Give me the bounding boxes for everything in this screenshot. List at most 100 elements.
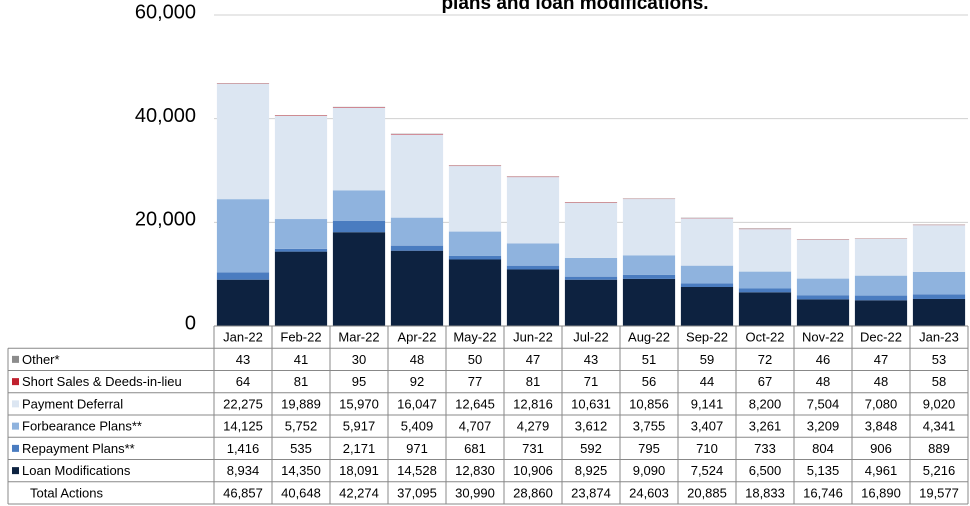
table-value: 7,080 xyxy=(865,396,898,411)
bar-segment xyxy=(216,83,270,200)
table-value: 5,216 xyxy=(923,463,956,478)
bar-segment xyxy=(854,300,908,326)
bar-segment xyxy=(796,299,850,326)
table-value: 44 xyxy=(700,374,714,389)
bar-segment xyxy=(622,274,676,279)
bar-segment xyxy=(680,283,734,288)
y-tick-label: 0 xyxy=(185,312,196,334)
bar-segment xyxy=(738,229,792,272)
table-total: 24,603 xyxy=(629,485,669,500)
bar-segment xyxy=(390,245,444,251)
table-value: 535 xyxy=(290,441,312,456)
table-value: 46 xyxy=(816,352,830,367)
bar-segment xyxy=(622,255,676,275)
table-total: 16,890 xyxy=(861,485,901,500)
x-tick-label: Jan-22 xyxy=(223,330,263,345)
table-value: 48 xyxy=(410,352,424,367)
table-value: 14,350 xyxy=(281,463,321,478)
table-value: 804 xyxy=(812,441,834,456)
table-value: 71 xyxy=(584,374,598,389)
bar-segment xyxy=(448,259,502,326)
bar-segment xyxy=(796,239,850,279)
legend-label: Forbearance Plans** xyxy=(22,419,142,434)
bar-segment xyxy=(390,134,444,218)
bar-segment xyxy=(274,248,328,252)
table-value: 3,848 xyxy=(865,419,898,434)
bar-segment xyxy=(912,225,966,272)
table-value: 5,917 xyxy=(343,419,376,434)
table-value: 733 xyxy=(754,441,776,456)
legend-swatch xyxy=(12,355,19,363)
bar-segment xyxy=(854,238,908,276)
table-value: 64 xyxy=(236,374,250,389)
legend-swatch xyxy=(12,378,19,386)
table-value: 971 xyxy=(406,441,428,456)
table-value: 8,200 xyxy=(749,396,782,411)
table-value: 10,631 xyxy=(571,396,611,411)
bar-segment xyxy=(796,295,850,300)
table-total: 37,095 xyxy=(397,485,437,500)
table-value: 9,090 xyxy=(633,463,666,478)
y-tick-label: 20,000 xyxy=(135,209,196,231)
x-tick-label: Mar-22 xyxy=(338,330,379,345)
table-value: 5,135 xyxy=(807,463,840,478)
bar-segment xyxy=(332,107,386,191)
table-value: 56 xyxy=(642,374,656,389)
table-value: 906 xyxy=(870,441,892,456)
legend-label: Loan Modifications xyxy=(22,463,131,478)
bar-segment xyxy=(274,219,328,249)
table-value: 2,171 xyxy=(343,441,376,456)
table-value: 4,279 xyxy=(517,419,550,434)
table-value: 43 xyxy=(236,352,250,367)
bar-segment xyxy=(680,265,734,284)
table-value: 18,091 xyxy=(339,463,379,478)
table-value: 4,341 xyxy=(923,419,956,434)
legend-swatch xyxy=(12,400,19,408)
bar-segment xyxy=(216,199,270,273)
x-tick-label: Jan-23 xyxy=(919,330,959,345)
table-value: 41 xyxy=(294,352,308,367)
table-value: 14,528 xyxy=(397,463,437,478)
bar-segment xyxy=(332,190,386,221)
bar-segment xyxy=(564,279,618,326)
bar-segment xyxy=(390,250,444,326)
table-value: 10,856 xyxy=(629,396,669,411)
table-value: 72 xyxy=(758,352,772,367)
table-total: 30,990 xyxy=(455,485,495,500)
bar-segment xyxy=(912,271,966,295)
table-value: 3,261 xyxy=(749,419,782,434)
table-value: 592 xyxy=(580,441,602,456)
bar-segment xyxy=(448,255,502,260)
table-value: 6,500 xyxy=(749,463,782,478)
table-total: 16,746 xyxy=(803,485,843,500)
bar-segment xyxy=(622,278,676,326)
table-value: 3,755 xyxy=(633,419,666,434)
table-total: 46,857 xyxy=(223,485,263,500)
bar-segment xyxy=(448,231,502,256)
table-value: 50 xyxy=(468,352,482,367)
table-value: 22,275 xyxy=(223,396,263,411)
table-value: 16,047 xyxy=(397,396,437,411)
table-value: 12,816 xyxy=(513,396,553,411)
legend-swatch xyxy=(12,422,19,430)
table-value: 1,416 xyxy=(227,441,260,456)
table-value: 81 xyxy=(294,374,308,389)
bar-segment xyxy=(680,287,734,326)
bar-segment xyxy=(274,115,328,220)
table-total: 28,860 xyxy=(513,485,553,500)
x-tick-label: Nov-22 xyxy=(802,330,844,345)
table-value: 19,889 xyxy=(281,396,321,411)
table-value: 9,141 xyxy=(691,396,724,411)
table-value: 731 xyxy=(522,441,544,456)
bar-segment xyxy=(854,275,908,296)
bar-segment xyxy=(506,243,560,266)
legend-label: Payment Deferral xyxy=(22,396,123,411)
table-value: 12,645 xyxy=(455,396,495,411)
bar-segment xyxy=(912,294,966,299)
x-tick-label: Apr-22 xyxy=(397,330,436,345)
table-value: 8,934 xyxy=(227,463,260,478)
total-label: Total Actions xyxy=(30,485,103,500)
table-value: 43 xyxy=(584,352,598,367)
table-value: 710 xyxy=(696,441,718,456)
